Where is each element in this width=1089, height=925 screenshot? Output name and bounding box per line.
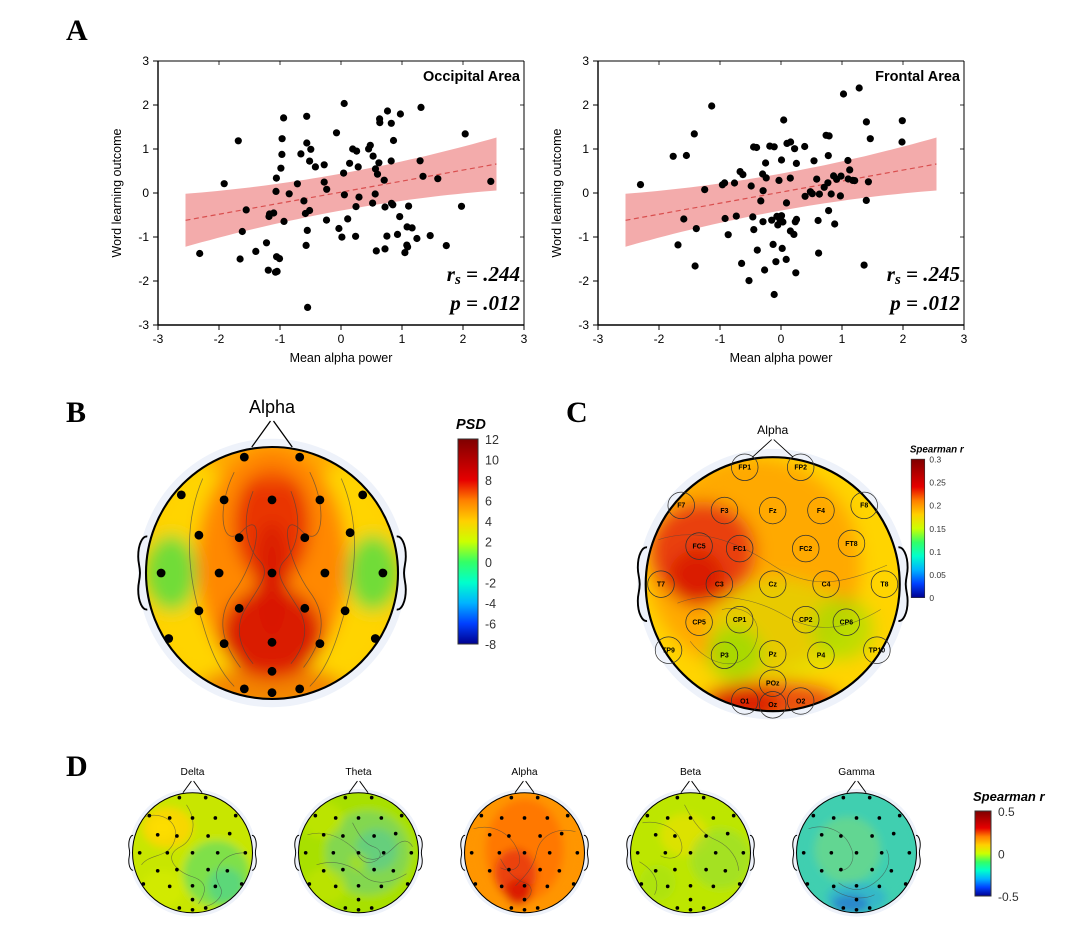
svg-text:Occipital Area: Occipital Area [423, 69, 521, 85]
svg-text:CP5: CP5 [692, 620, 706, 627]
svg-text:-8: -8 [485, 638, 496, 652]
svg-text:-2: -2 [485, 577, 496, 591]
svg-text:F3: F3 [720, 508, 728, 515]
svg-text:1: 1 [399, 332, 406, 346]
svg-text:0.3: 0.3 [929, 455, 941, 465]
svg-text:C4: C4 [822, 581, 831, 588]
svg-text:-3: -3 [593, 332, 604, 346]
svg-text:Mean alpha power: Mean alpha power [730, 351, 833, 365]
svg-text:1: 1 [142, 142, 149, 156]
svg-text:0: 0 [582, 186, 589, 200]
svg-text:2: 2 [900, 332, 907, 346]
svg-text:-4: -4 [485, 597, 496, 611]
svg-text:O2: O2 [796, 698, 805, 705]
svg-text:3: 3 [582, 54, 589, 68]
svg-text:Cz: Cz [768, 581, 777, 588]
svg-text:0: 0 [778, 332, 785, 346]
svg-text:FC2: FC2 [799, 546, 812, 553]
svg-text:-2: -2 [654, 332, 665, 346]
svg-text:3: 3 [142, 54, 149, 68]
svg-text:Fz: Fz [769, 508, 777, 515]
svg-text:-2: -2 [138, 274, 149, 288]
svg-text:FP2: FP2 [794, 465, 807, 472]
svg-text:8: 8 [485, 474, 492, 488]
svg-text:rs = .245: rs = .245 [887, 262, 960, 288]
svg-text:0: 0 [929, 593, 934, 603]
svg-text:p = .012: p = .012 [888, 291, 960, 315]
svg-text:-3: -3 [578, 318, 589, 332]
svg-text:O1: O1 [740, 698, 749, 705]
svg-text:Gamma: Gamma [838, 767, 875, 778]
svg-text:PSD: PSD [456, 417, 486, 433]
svg-text:P3: P3 [720, 653, 729, 660]
svg-text:T7: T7 [657, 581, 665, 588]
svg-text:Alpha: Alpha [249, 397, 296, 417]
svg-text:-1: -1 [138, 230, 149, 244]
svg-text:-2: -2 [578, 274, 589, 288]
svg-text:Alpha: Alpha [512, 767, 538, 778]
svg-text:2: 2 [582, 98, 589, 112]
svg-text:3: 3 [961, 332, 968, 346]
svg-text:rs = .244: rs = .244 [447, 262, 520, 288]
svg-text:3: 3 [521, 332, 528, 346]
svg-text:Pz: Pz [769, 651, 778, 658]
svg-text:Theta: Theta [346, 767, 372, 778]
svg-text:0.05: 0.05 [929, 570, 946, 580]
svg-text:FT8: FT8 [845, 541, 857, 548]
svg-text:CP6: CP6 [840, 620, 854, 627]
svg-text:2: 2 [460, 332, 467, 346]
svg-text:0: 0 [998, 848, 1005, 862]
svg-text:C3: C3 [715, 581, 724, 588]
svg-text:FP1: FP1 [738, 465, 751, 472]
svg-text:Mean alpha power: Mean alpha power [290, 351, 393, 365]
svg-text:Spearman r: Spearman r [973, 789, 1045, 804]
svg-text:FC5: FC5 [693, 543, 706, 550]
svg-text:2: 2 [142, 98, 149, 112]
svg-text:-3: -3 [153, 332, 164, 346]
svg-text:0.15: 0.15 [929, 524, 946, 534]
svg-text:F8: F8 [860, 503, 868, 510]
svg-text:CP2: CP2 [799, 617, 813, 624]
svg-text:-1: -1 [578, 230, 589, 244]
svg-text:-1: -1 [715, 332, 726, 346]
svg-text:Delta: Delta [181, 767, 205, 778]
svg-text:P4: P4 [817, 653, 826, 660]
svg-text:2: 2 [485, 536, 492, 550]
svg-text:10: 10 [485, 454, 499, 468]
svg-text:0: 0 [338, 332, 345, 346]
svg-text:p = .012: p = .012 [448, 291, 520, 315]
svg-text:TP9: TP9 [662, 648, 675, 655]
svg-text:0.2: 0.2 [929, 501, 941, 511]
svg-text:TP10: TP10 [869, 648, 886, 655]
svg-text:Word learning outcome: Word learning outcome [110, 128, 124, 257]
svg-text:POz: POz [766, 680, 780, 687]
svg-text:Oz: Oz [768, 702, 777, 709]
svg-text:Beta: Beta [680, 767, 701, 778]
svg-text:-3: -3 [138, 318, 149, 332]
svg-text:F4: F4 [817, 508, 825, 515]
svg-text:-0.5: -0.5 [998, 890, 1019, 904]
svg-text:0.1: 0.1 [929, 547, 941, 557]
svg-text:0.25: 0.25 [929, 478, 946, 488]
svg-text:-1: -1 [275, 332, 286, 346]
svg-text:Alpha: Alpha [757, 423, 788, 437]
svg-text:-2: -2 [214, 332, 225, 346]
svg-text:T8: T8 [880, 581, 888, 588]
svg-text:0.5: 0.5 [998, 805, 1015, 819]
svg-text:12: 12 [485, 433, 499, 447]
svg-text:1: 1 [582, 142, 589, 156]
svg-text:0: 0 [485, 556, 492, 570]
svg-text:6: 6 [485, 495, 492, 509]
svg-text:Word learning outcome: Word learning outcome [550, 128, 564, 257]
svg-text:FC1: FC1 [733, 546, 746, 553]
svg-text:-6: -6 [485, 618, 496, 632]
svg-text:Frontal Area: Frontal Area [875, 69, 961, 85]
svg-text:4: 4 [485, 515, 492, 529]
svg-text:1: 1 [839, 332, 846, 346]
svg-text:F7: F7 [677, 503, 685, 510]
svg-text:Spearman r: Spearman r [910, 444, 965, 455]
svg-text:0: 0 [142, 186, 149, 200]
svg-text:CP1: CP1 [733, 617, 747, 624]
